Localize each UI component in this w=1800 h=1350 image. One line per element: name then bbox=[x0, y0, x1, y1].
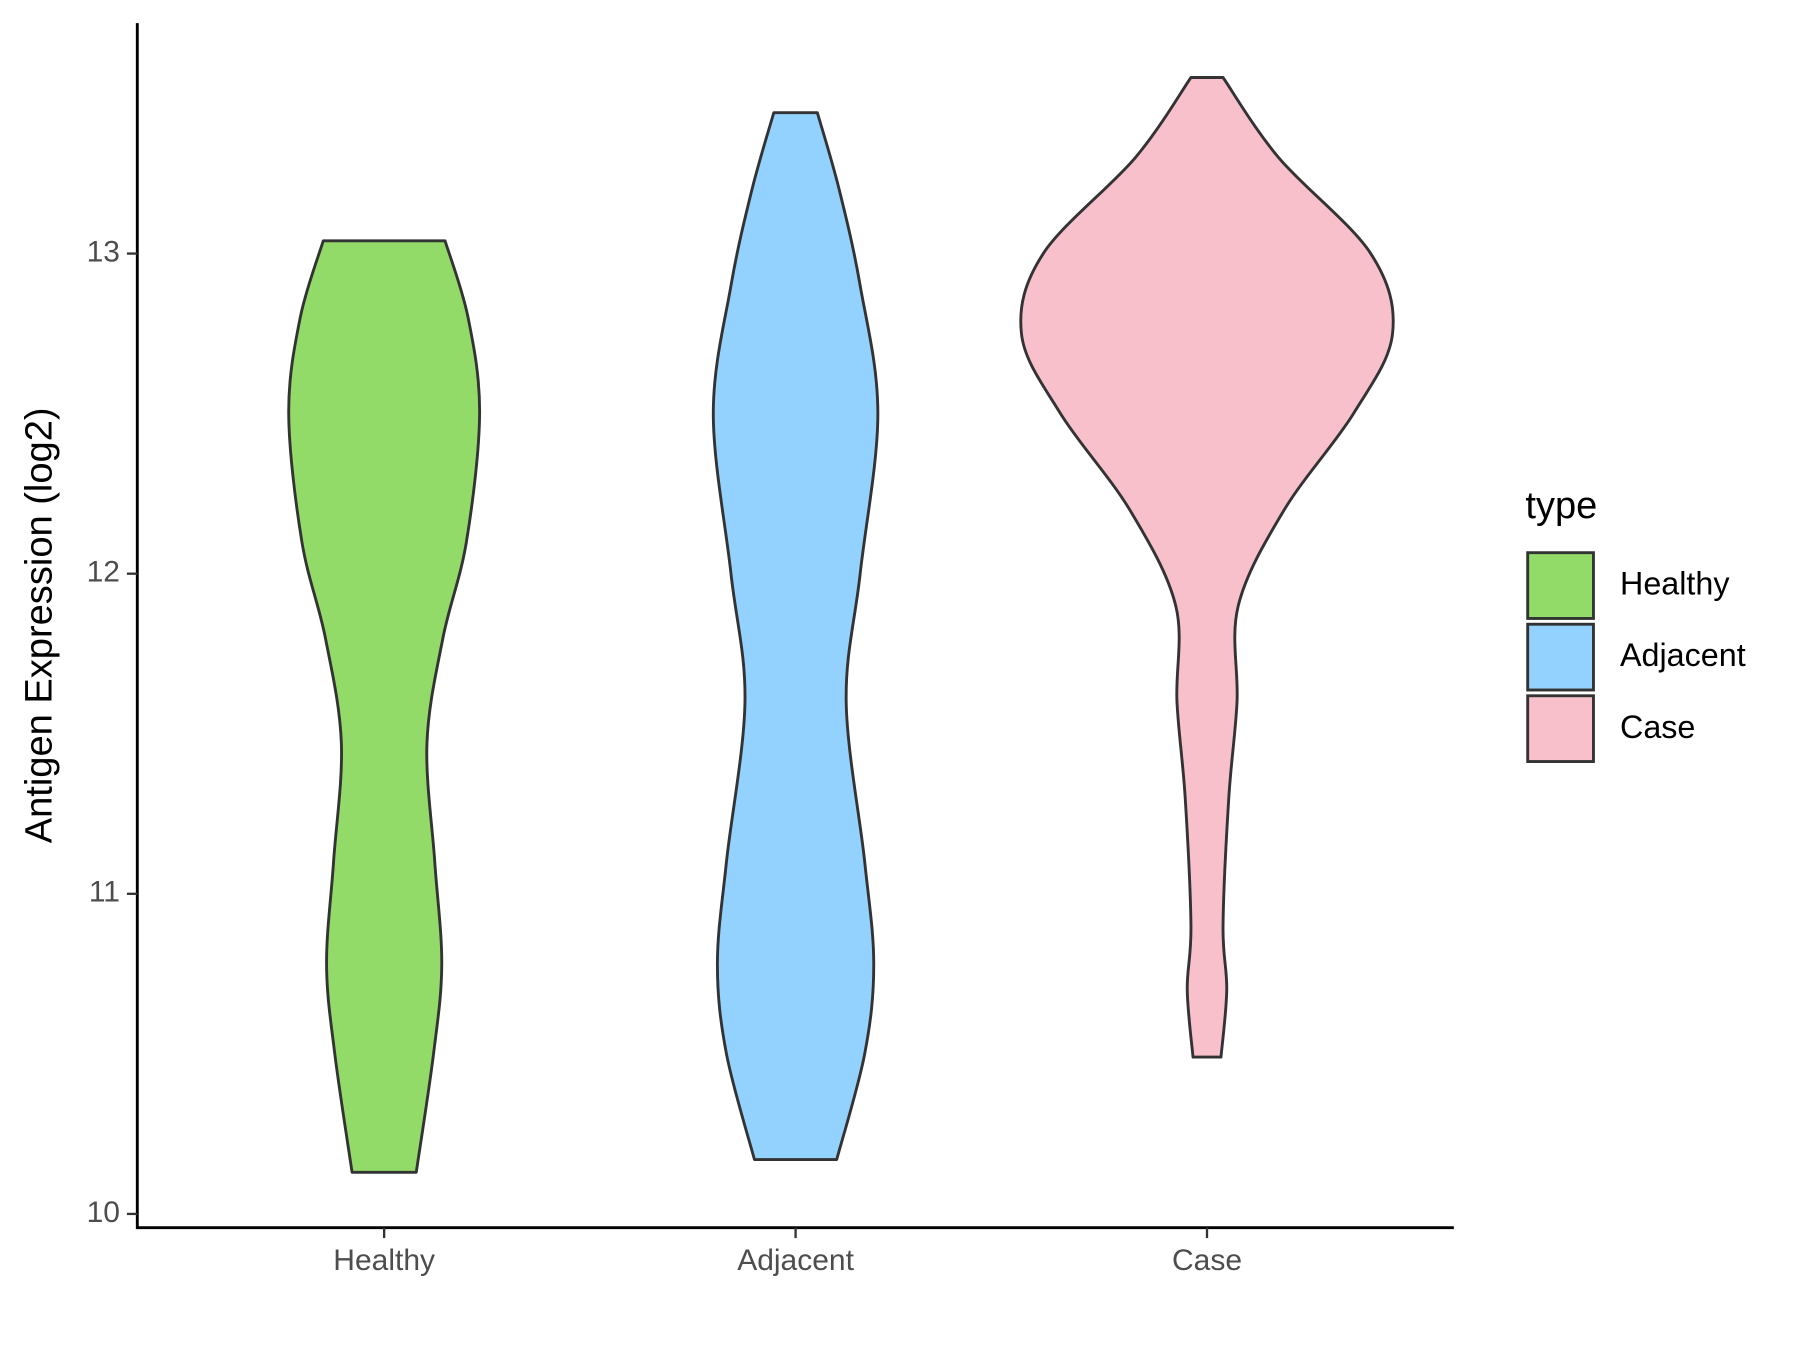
x-tick-label: Adjacent bbox=[737, 1244, 854, 1277]
legend-key bbox=[1526, 551, 1595, 620]
y-axis-title: Antigen Expression (log2) bbox=[19, 407, 61, 843]
x-tick-label: Case bbox=[1172, 1244, 1242, 1277]
x-tick-label: Healthy bbox=[333, 1244, 435, 1277]
violin bbox=[711, 111, 880, 1161]
legend-key bbox=[1526, 622, 1595, 692]
y-tick-label: 11 bbox=[89, 876, 120, 909]
y-tick-label: 12 bbox=[87, 556, 120, 589]
legend-key bbox=[1526, 694, 1595, 763]
legend-label: Case bbox=[1620, 709, 1695, 745]
legend-title: type bbox=[1525, 485, 1597, 527]
y-tick-label: 10 bbox=[87, 1196, 120, 1229]
legend-label: Healthy bbox=[1620, 566, 1730, 602]
violin bbox=[287, 239, 482, 1174]
y-tick-label: 13 bbox=[87, 235, 120, 268]
legend-label: Adjacent bbox=[1620, 637, 1746, 673]
violin bbox=[1019, 76, 1395, 1059]
